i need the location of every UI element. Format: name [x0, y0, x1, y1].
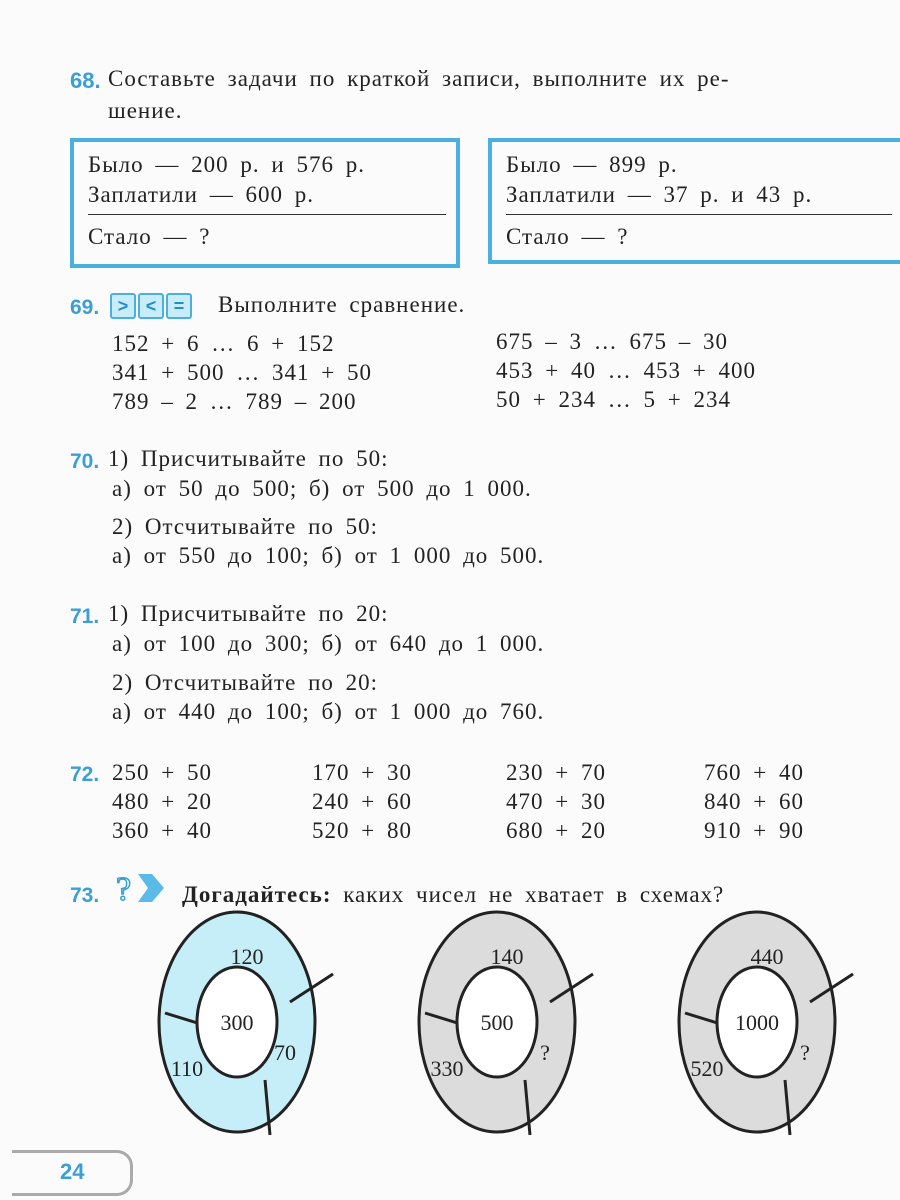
- greater-icon: >: [110, 293, 136, 319]
- scheme-left-value: 330: [431, 1056, 464, 1081]
- scheme-center-value: 300: [221, 1010, 254, 1035]
- expression: 170 + 30: [312, 760, 412, 785]
- segment-divider: [263, 1079, 272, 1136]
- svg-text:?: ?: [116, 871, 131, 908]
- comparison: 50 + 234 … 5 + 234: [496, 387, 731, 412]
- page-number-box: [12, 1150, 133, 1196]
- expression: 360 + 40: [112, 818, 212, 843]
- exercise-70-task-2: 2) Отсчитывайте по 50:: [112, 514, 379, 539]
- scheme-ring: 1000 440? 520: [677, 910, 854, 1136]
- divider: [506, 214, 892, 215]
- exercise-69-text: Выполните сравнение.: [218, 292, 466, 317]
- segment-divider: [783, 1079, 792, 1136]
- exercise-73-text: каких чисел не хватает в схемах?: [343, 882, 725, 907]
- divider: [88, 214, 446, 215]
- exercise-71-task-1-parts: а) от 100 до 300; б) от 640 до 1 000.: [112, 631, 545, 656]
- expression: 230 + 70: [506, 760, 606, 785]
- exercise-number-72: 72.: [70, 763, 100, 786]
- expression: 840 + 60: [704, 789, 804, 814]
- scheme-top-value: 120: [231, 944, 264, 969]
- scheme-ring: 300 120 70 110: [157, 910, 334, 1136]
- expression: 910 + 90: [704, 818, 804, 843]
- box2-became: Стало — ?: [506, 224, 629, 249]
- box1-was: Было — 200 р. и 576 р.: [88, 152, 365, 177]
- expression: 250 + 50: [112, 760, 212, 785]
- comparison: 152 + 6 … 6 + 152: [112, 331, 335, 356]
- segment-divider: [809, 972, 854, 1004]
- scheme-right-value: 70: [274, 1040, 296, 1065]
- segment-divider: [549, 972, 594, 1004]
- comparison: 341 + 500 … 341 + 50: [112, 360, 372, 385]
- scheme-right-value: ?: [540, 1040, 550, 1065]
- exercise-number-71: 71.: [70, 605, 100, 628]
- box1-paid: Заплатили — 600 р.: [88, 182, 314, 207]
- exercise-73-bold: Догадайтесь:: [182, 882, 332, 907]
- exercise-70-task-2-parts: а) от 550 до 100; б) от 1 000 до 500.: [112, 543, 545, 568]
- compare-icons: > < =: [110, 292, 194, 319]
- exercise-number-68: 68.: [70, 68, 101, 93]
- exercise-71-task-1: 1) Присчитывайте по 20:: [108, 601, 389, 626]
- exercise-71-task-2-parts: а) от 440 до 100; б) от 1 000 до 760.: [112, 699, 545, 724]
- expression: 240 + 60: [312, 789, 412, 814]
- scheme-left-value: 520: [691, 1056, 724, 1081]
- comparison: 675 – 3 … 675 – 30: [496, 329, 728, 354]
- scheme-center-value: 1000: [735, 1010, 779, 1035]
- exercise-number-70: 70.: [70, 450, 100, 473]
- box1-became: Стало — ?: [88, 224, 211, 249]
- exercise-number-73: 73.: [70, 884, 100, 907]
- box2-was: Было — 899 р.: [506, 152, 678, 177]
- exercise-68-text-cont: шение.: [108, 98, 183, 123]
- scheme-ring: 500 140? 330: [417, 910, 594, 1136]
- segment-divider: [523, 1079, 532, 1136]
- page-number: 24: [60, 1159, 85, 1184]
- scheme-center-value: 500: [481, 1010, 514, 1035]
- comparison: 789 – 2 … 789 – 200: [112, 389, 357, 414]
- scheme-top-value: 440: [751, 944, 784, 969]
- equal-icon: =: [166, 293, 192, 319]
- segment-divider: [289, 972, 334, 1004]
- expression: 470 + 30: [506, 789, 606, 814]
- question-arrow-icon: ?: [110, 866, 168, 914]
- short-note-box-2: Было — 899 р. Заплатили — 37 р. и 43 р. …: [488, 138, 900, 264]
- expression: 760 + 40: [704, 760, 804, 785]
- exercise-71-task-2: 2) Отсчитывайте по 20:: [112, 670, 379, 695]
- expression: 680 + 20: [506, 818, 606, 843]
- scheme-right-value: ?: [800, 1040, 810, 1065]
- box2-paid: Заплатили — 37 р. и 43 р.: [506, 182, 813, 207]
- schemes: 300 120 70 110 500 140? 330 1000 440? 520: [157, 910, 854, 1136]
- less-icon: <: [138, 293, 164, 319]
- exercise-70-task-1: 1) Присчитывайте по 50:: [108, 446, 389, 471]
- scheme-top-value: 140: [491, 944, 524, 969]
- comparison: 453 + 40 … 453 + 400: [496, 358, 756, 383]
- exercise-70-task-1-parts: а) от 50 до 500; б) от 500 до 1 000.: [112, 476, 532, 501]
- short-note-box-1: Было — 200 р. и 576 р. Заплатили — 600 р…: [70, 138, 460, 268]
- scheme-left-value: 110: [171, 1056, 203, 1081]
- exercise-68-text: Составьте задачи по краткой записи, выпо…: [108, 66, 730, 91]
- expression: 480 + 20: [112, 789, 212, 814]
- exercise-number-69: 69.: [70, 296, 100, 319]
- expression: 520 + 80: [312, 818, 412, 843]
